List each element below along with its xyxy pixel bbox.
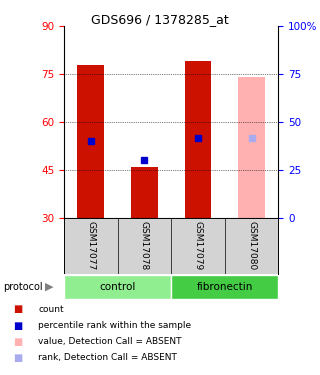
Bar [238,77,265,218]
Text: percentile rank within the sample: percentile rank within the sample [38,321,192,330]
Text: fibronectin: fibronectin [196,282,253,292]
Bar [185,61,212,217]
Text: ▶: ▶ [45,282,54,292]
Text: GDS696 / 1378285_at: GDS696 / 1378285_at [91,13,229,26]
Bar [77,64,104,218]
Text: control: control [100,282,136,292]
Text: GSM17080: GSM17080 [247,221,256,270]
Text: protocol: protocol [3,282,43,292]
Bar [131,166,158,218]
Bar [64,275,171,298]
Text: ■: ■ [13,321,22,330]
Text: GSM17079: GSM17079 [194,221,203,270]
Text: count: count [38,305,64,314]
Text: GSM17077: GSM17077 [86,221,95,270]
Text: ■: ■ [13,337,22,346]
Bar [171,275,278,298]
Text: value, Detection Call = ABSENT: value, Detection Call = ABSENT [38,337,182,346]
Text: ■: ■ [13,353,22,363]
Text: rank, Detection Call = ABSENT: rank, Detection Call = ABSENT [38,353,177,362]
Text: ■: ■ [13,304,22,314]
Text: GSM17078: GSM17078 [140,221,149,270]
